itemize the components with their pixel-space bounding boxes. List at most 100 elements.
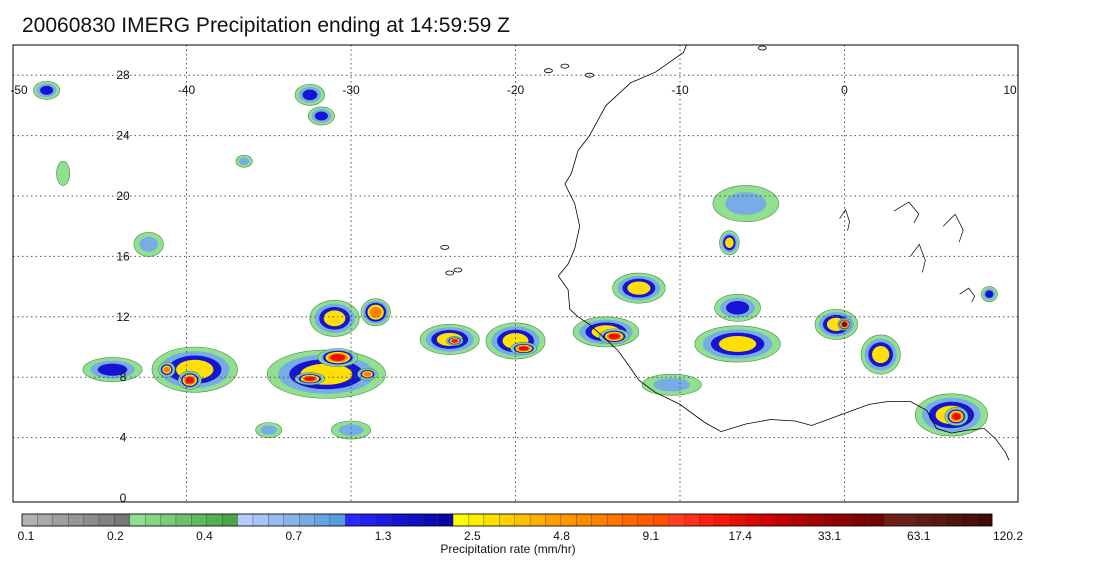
colorbar-box (252, 513, 269, 527)
colorbar-tick-label: 1.3 (375, 529, 392, 543)
colorbar-box (776, 513, 793, 527)
precip-cell (952, 413, 961, 420)
tick-labels: -50 -40 -30 -20 -10 0 10 0 4 8 12 16 20 24 28 (10, 68, 1017, 505)
colorbar-box (283, 513, 300, 527)
inland-water-outline (839, 208, 850, 231)
colorbar-box (606, 513, 623, 527)
colorbar-frame (21, 513, 993, 527)
colorbar-box (345, 513, 361, 527)
colorbar-box (483, 513, 500, 527)
precip-cell (323, 310, 346, 327)
precip-cell (718, 336, 757, 352)
colorbar-box (468, 513, 485, 527)
colorbar-tick-label: 0.1 (18, 529, 35, 543)
precipitation-layer (33, 80, 998, 440)
precip-cell (40, 85, 54, 95)
colorbar-box (237, 513, 254, 527)
colorbar-box (791, 513, 808, 527)
precip-cell (451, 339, 458, 343)
lat-tick-label: 0 (120, 491, 127, 505)
colorbar-box (422, 513, 438, 527)
precip-cell (608, 333, 620, 340)
colorbar-box (160, 513, 177, 527)
colorbar-tick-label: 0.2 (107, 529, 124, 543)
precip-cell (56, 160, 71, 186)
colorbar-box (499, 513, 515, 527)
colorbar-box (375, 513, 392, 527)
colorbar-box (760, 513, 777, 527)
colorbar-box (807, 513, 823, 527)
colorbar-box (745, 513, 762, 527)
island-outline (445, 270, 455, 276)
precip-cell (139, 236, 158, 252)
colorbar-box (699, 513, 716, 527)
colorbar-box (899, 513, 916, 527)
colorbar-box (961, 513, 977, 527)
colorbar-box (853, 513, 870, 527)
colorbar-box (884, 513, 900, 527)
map-title: 20060830 IMERG Precipitation ending at 1… (22, 14, 510, 37)
colorbar-box (822, 513, 839, 527)
lat-tick-label: 24 (116, 129, 130, 143)
colorbar-tick-label: 17.4 (729, 529, 753, 543)
colorbar-labels: 0.1 0.2 0.4 0.7 1.3 2.5 4.8 9.1 17.4 33.1 63.1 120.… (18, 529, 1024, 543)
colorbar-box (576, 513, 592, 527)
island-outline (560, 63, 570, 69)
colorbar-box (268, 513, 285, 527)
precip-cell (518, 346, 529, 351)
colorbar-box (391, 513, 408, 527)
precip-cell (314, 111, 328, 121)
colorbar-box (930, 513, 947, 527)
colorbar-tick-label: 4.8 (553, 529, 570, 543)
precip-cell (872, 345, 890, 364)
island-outline (585, 72, 594, 78)
coastline (440, 44, 1010, 461)
island-outline (757, 45, 767, 51)
precip-cell (338, 424, 364, 436)
colorbar-box (622, 513, 639, 527)
colorbar-box (653, 513, 669, 527)
colorbar-box (298, 513, 315, 527)
colorbar-box (637, 513, 654, 527)
colorbar-box (945, 513, 962, 527)
precip-cell (726, 300, 750, 315)
colorbar-box (714, 513, 731, 527)
colorbar-box (68, 513, 84, 527)
colorbar-tick-label: 2.5 (464, 529, 481, 543)
colorbar-box (360, 513, 377, 527)
lat-tick-label: 4 (120, 431, 127, 445)
island-outline (440, 244, 450, 250)
lon-tick-label: -10 (671, 83, 689, 97)
colorbar-box (129, 513, 146, 527)
colorbar-box (591, 513, 608, 527)
precip-cell (185, 376, 195, 384)
colorbar-box (437, 513, 454, 527)
colorbar-box (545, 513, 562, 527)
colorbar-tick-label: 33.1 (818, 529, 842, 543)
colorbar-box (868, 513, 885, 527)
lon-tick-label: -30 (342, 83, 360, 97)
precip-cell (369, 306, 382, 318)
map-frame (12, 44, 1019, 503)
colorbar-box (206, 513, 223, 527)
precip-cell (653, 378, 691, 392)
colorbar-box (406, 513, 423, 527)
coastline-west-africa (557, 44, 1010, 461)
precip-cell (725, 237, 734, 249)
colorbar-tick-label: 0.4 (196, 529, 213, 543)
precip-cell (985, 290, 994, 298)
colorbar-tick-label: 63.1 (907, 529, 931, 543)
island-outline (453, 267, 463, 273)
colorbar-box (329, 513, 346, 527)
colorbar-box (37, 513, 54, 527)
lat-tick-label: 28 (116, 68, 130, 82)
graticule-grid (13, 45, 1018, 502)
precip-cell (330, 354, 346, 361)
lon-tick-label: -20 (507, 83, 525, 97)
lat-tick-label: 20 (116, 189, 130, 203)
colorbar-box (730, 513, 746, 527)
colorbar-boxes (21, 513, 993, 527)
colorbar-box (314, 513, 331, 527)
lon-tick-label: 0 (841, 83, 848, 97)
